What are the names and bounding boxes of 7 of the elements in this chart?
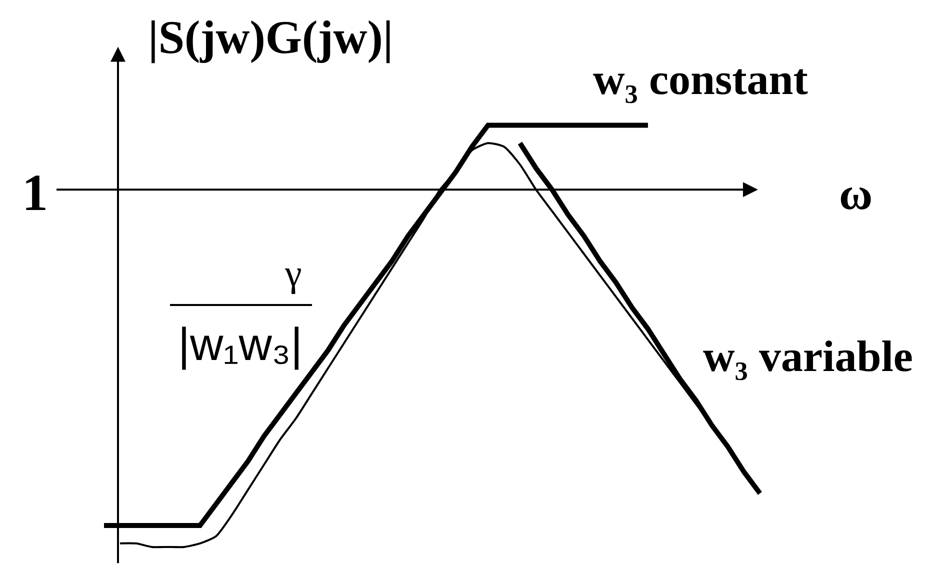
annotation: |w₁w₃| bbox=[178, 318, 303, 370]
text: 1 bbox=[22, 165, 48, 222]
annotation: γ bbox=[284, 253, 302, 295]
series-label: w₃ constant bbox=[593, 55, 808, 104]
series-label: w₃ variable bbox=[703, 332, 913, 381]
x-axis-title: ω bbox=[839, 168, 873, 219]
y-axis-title: |S(jw)G(jw)| bbox=[148, 12, 394, 64]
